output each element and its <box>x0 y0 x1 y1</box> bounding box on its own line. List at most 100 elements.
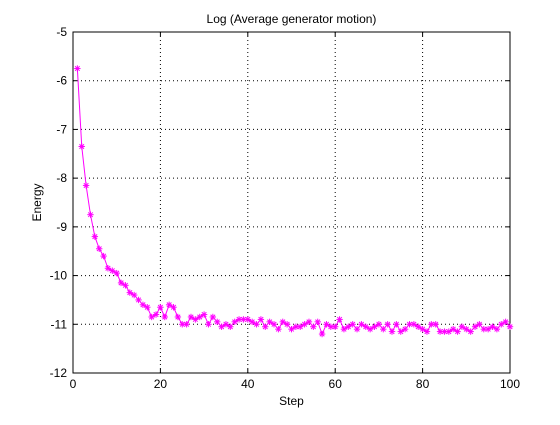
data-point <box>454 328 461 335</box>
y-tick-label: -10 <box>50 269 68 283</box>
data-point <box>458 323 466 330</box>
data-point <box>345 323 352 330</box>
data-point <box>100 252 107 260</box>
data-point <box>283 321 291 328</box>
data-point <box>279 318 286 326</box>
data-point <box>489 323 496 330</box>
data-point <box>358 321 365 328</box>
chart-title: Log (Average generator motion) <box>207 12 377 26</box>
x-tick-label: 20 <box>154 377 168 391</box>
data-point <box>366 325 374 333</box>
data-point <box>471 323 479 330</box>
x-axis-label: Step <box>279 394 304 408</box>
data-point <box>362 323 369 330</box>
data-point <box>126 289 134 296</box>
y-tick-label: -12 <box>50 366 68 380</box>
data-point <box>449 325 457 333</box>
data-point <box>122 282 129 289</box>
data-point <box>144 304 151 311</box>
data-point <box>419 325 426 333</box>
data-point <box>375 321 383 328</box>
data-point <box>415 323 422 330</box>
data-point <box>91 233 99 240</box>
data-point <box>397 328 404 335</box>
data-point <box>157 304 164 311</box>
y-tick-label: -11 <box>51 317 68 331</box>
data-point <box>266 318 273 326</box>
data-point <box>318 330 326 338</box>
data-point <box>498 321 505 328</box>
series-line <box>76 68 511 336</box>
data-point <box>353 325 361 333</box>
data-point <box>87 211 94 218</box>
data-point <box>248 318 256 326</box>
y-tick-label: -9 <box>56 220 67 234</box>
data-point <box>257 316 265 323</box>
data-point <box>502 318 509 326</box>
data-point <box>165 301 173 308</box>
data-point <box>174 313 182 321</box>
data-point <box>192 316 199 323</box>
data-point <box>227 323 234 330</box>
data-point <box>467 328 474 335</box>
data-point <box>349 321 356 328</box>
data-point <box>170 304 177 311</box>
data-point <box>161 313 168 321</box>
data-point <box>270 321 278 328</box>
x-tick-label: 100 <box>500 377 520 391</box>
data-point <box>205 321 212 328</box>
data-point <box>314 318 321 326</box>
data-point <box>209 313 217 321</box>
data-point <box>275 325 282 333</box>
data-point <box>393 321 400 328</box>
data-point <box>380 325 387 333</box>
data-point <box>152 311 160 318</box>
data-point <box>104 265 112 272</box>
data-point <box>506 323 514 330</box>
data-point <box>200 311 208 318</box>
data-point <box>484 325 492 333</box>
data-point <box>493 325 501 333</box>
data-point <box>384 321 391 328</box>
y-tick-label: -7 <box>56 122 67 136</box>
data-point <box>401 325 409 333</box>
data-point <box>148 313 155 321</box>
data-point <box>476 321 483 328</box>
y-tick-label: -6 <box>56 74 67 88</box>
data-point <box>297 323 304 330</box>
data-point <box>310 323 317 330</box>
series-group <box>74 65 514 338</box>
data-point <box>135 296 142 304</box>
data-point <box>74 65 81 72</box>
data-point <box>410 321 418 328</box>
x-tick-label: 80 <box>416 377 430 391</box>
data-point <box>340 325 348 333</box>
data-point <box>183 321 190 328</box>
data-point <box>332 323 339 330</box>
data-point <box>214 318 221 326</box>
data-point <box>463 325 470 333</box>
data-point <box>139 301 147 308</box>
data-point <box>218 323 225 330</box>
y-axis-label: Energy <box>30 183 44 221</box>
data-point <box>262 323 269 330</box>
x-tick-label: 40 <box>241 377 255 391</box>
axis-ticks: 0 20 40 60 80 100 -12 -11 -10 -9 -8 -7 -6 -5 <box>50 25 521 391</box>
data-point <box>323 321 330 328</box>
data-point <box>423 328 431 335</box>
data-point <box>432 321 439 328</box>
data-point <box>222 321 230 328</box>
data-point <box>179 321 186 328</box>
data-point <box>96 245 103 252</box>
data-point <box>253 321 260 328</box>
data-point <box>231 318 238 326</box>
data-point <box>388 328 396 335</box>
data-point <box>78 143 85 150</box>
data-point <box>113 269 120 277</box>
data-point <box>288 325 295 333</box>
data-point <box>196 313 203 321</box>
data-point <box>371 323 378 330</box>
x-tick-label: 60 <box>329 377 343 391</box>
